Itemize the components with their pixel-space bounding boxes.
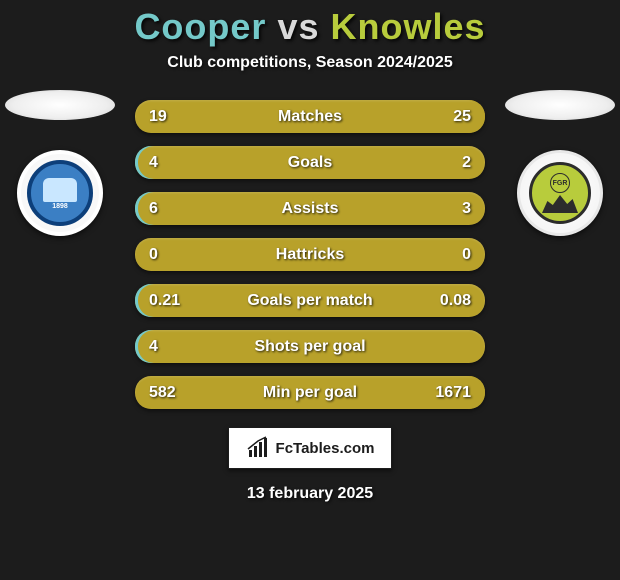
vs-text: vs	[277, 6, 319, 47]
brand-text: FcTables.com	[276, 440, 375, 457]
stat-row: 19 Matches 25	[135, 100, 485, 133]
stat-label: Assists	[282, 200, 339, 218]
stat-value-left: 19	[149, 108, 189, 126]
player1-name: Cooper	[134, 6, 266, 47]
stat-value-left: 0	[149, 246, 189, 264]
stat-row: 0 Hattricks 0	[135, 238, 485, 271]
stat-value-left: 4	[149, 338, 189, 356]
club-crest-right[interactable]	[517, 150, 603, 236]
stat-row: 4 Goals 2	[135, 146, 485, 179]
stat-value-left: 582	[149, 384, 189, 402]
stat-row: 4 Shots per goal	[135, 330, 485, 363]
player1-silhouette-icon	[5, 90, 115, 120]
crest-left-inner-icon	[27, 160, 93, 226]
comparison-card: Cooper vs Knowles Club competitions, Sea…	[0, 0, 620, 580]
player-right-column	[500, 90, 620, 236]
stat-label: Goals per match	[247, 292, 372, 310]
chart-icon	[246, 436, 270, 460]
player-left-column	[0, 90, 120, 236]
stat-value-right: 1671	[431, 384, 471, 402]
stat-value-right: 0	[431, 246, 471, 264]
stat-label: Shots per goal	[254, 338, 365, 356]
subtitle: Club competitions, Season 2024/2025	[0, 54, 620, 72]
brand-logo[interactable]: FcTables.com	[228, 427, 392, 469]
stat-row: 0.21 Goals per match 0.08	[135, 284, 485, 317]
page-title: Cooper vs Knowles	[0, 6, 620, 48]
stat-value-right: 0.08	[431, 292, 471, 310]
stat-value-left: 0.21	[149, 292, 189, 310]
player2-silhouette-icon	[505, 90, 615, 120]
stat-rows: 19 Matches 25 4 Goals 2 6 Assists 3 0 Hattricks 0 0.…	[135, 100, 485, 409]
stat-value-right: 25	[431, 108, 471, 126]
stat-value-right: 3	[431, 200, 471, 218]
stat-label: Hattricks	[276, 246, 344, 264]
stat-label: Matches	[278, 108, 342, 126]
player2-name: Knowles	[331, 6, 486, 47]
stat-row: 582 Min per goal 1671	[135, 376, 485, 409]
stat-value-left: 6	[149, 200, 189, 218]
stat-label: Goals	[288, 154, 332, 172]
stat-label: Min per goal	[263, 384, 357, 402]
crest-right-inner-icon	[529, 162, 591, 224]
club-crest-left[interactable]	[17, 150, 103, 236]
stat-value-right: 2	[431, 154, 471, 172]
date: 13 february 2025	[0, 485, 620, 503]
stat-value-left: 4	[149, 154, 189, 172]
main-area: 19 Matches 25 4 Goals 2 6 Assists 3 0 Hattricks 0 0.…	[0, 100, 620, 409]
stat-row: 6 Assists 3	[135, 192, 485, 225]
